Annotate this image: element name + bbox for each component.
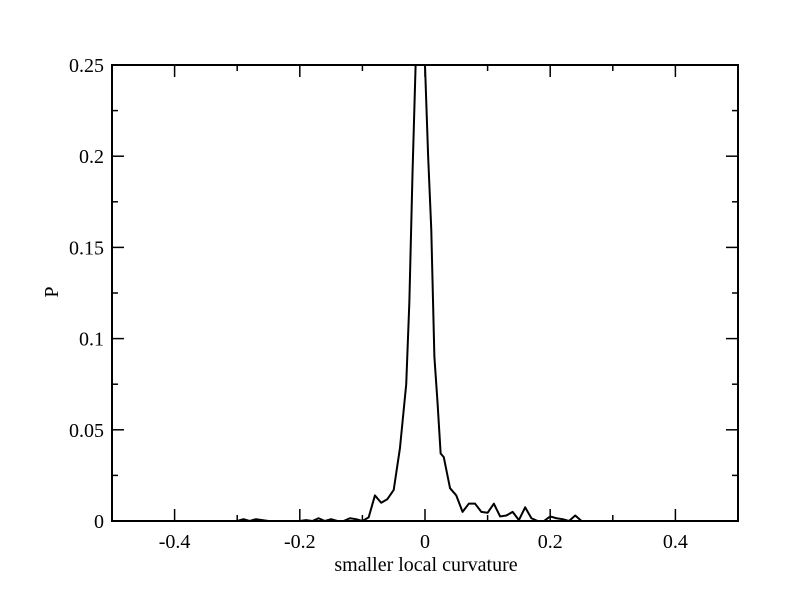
y-tick-label: 0	[94, 511, 104, 533]
y-tick-label: 0.05	[69, 420, 104, 442]
y-tick-label: 0.2	[79, 146, 104, 168]
series-line	[236, 64, 588, 522]
axis-ticks	[111, 64, 739, 522]
x-axis-label: smaller local curvature	[334, 554, 517, 576]
plot-area	[111, 64, 739, 522]
x-tick-label: 0.2	[538, 531, 563, 553]
x-tick-label: -0.4	[159, 531, 191, 553]
plot-frame	[111, 64, 739, 522]
y-axis-label: P	[41, 286, 63, 297]
y-tick-label: 0.15	[69, 237, 104, 259]
y-tick-label: 0.1	[79, 329, 104, 351]
x-tick-label: 0.4	[663, 531, 688, 553]
y-tick-label: 0.25	[69, 55, 104, 77]
series-group	[236, 64, 588, 522]
x-tick-label: -0.2	[284, 531, 316, 553]
axis-tick-labels: -0.4 -0.2 0 0.2 0.4 0 0.05 0.1 0.15 0.2 0.25	[69, 55, 688, 553]
x-tick-label: 0	[420, 531, 430, 553]
